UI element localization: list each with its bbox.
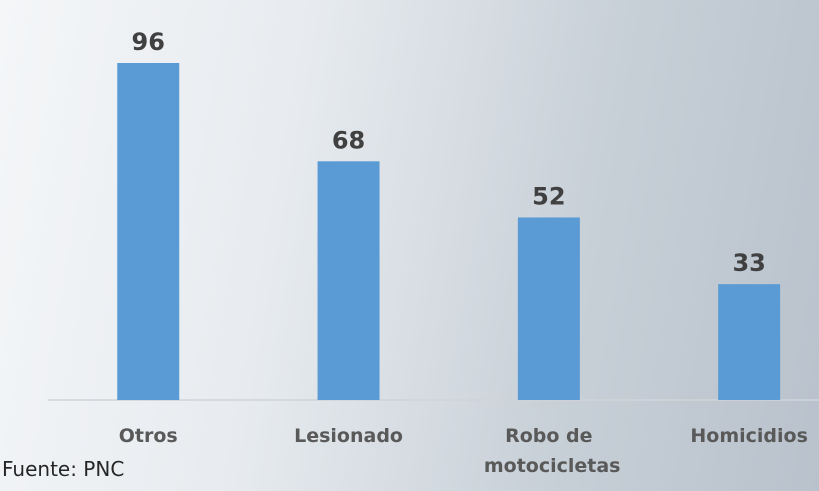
bar: [718, 284, 780, 400]
source-note: Fuente: PNC: [2, 457, 124, 481]
category-label: Homicidios: [684, 421, 814, 451]
bar: [518, 217, 580, 400]
category-label: Lesionado: [284, 421, 414, 451]
chart-page: 96 68 52 33 Fuente: PNC Otros Lesionado Robo …: [0, 0, 819, 491]
chart: 96 68 52 33: [0, 0, 819, 491]
category-label: Otros: [83, 421, 213, 451]
value-label: 96: [132, 28, 165, 56]
value-label: 52: [532, 182, 565, 210]
category-label: Robo de motocicletas: [484, 421, 614, 481]
value-label: 68: [332, 126, 365, 154]
bar: [318, 161, 380, 400]
bar: [117, 63, 179, 400]
value-label: 33: [732, 249, 765, 277]
